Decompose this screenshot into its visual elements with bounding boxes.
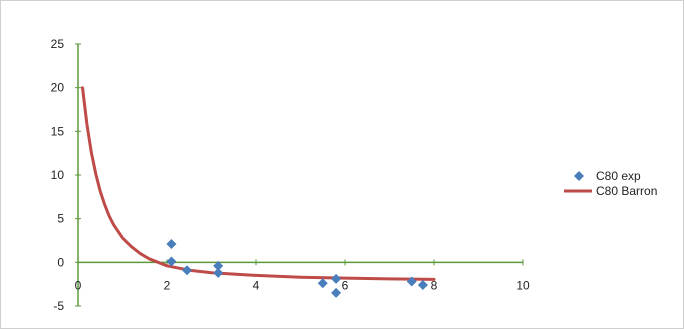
- tick-label-layer: 0 2 4 6 8 10 -5 0 5 10 15 20 25: [51, 37, 530, 313]
- data-point-c80-exp: [213, 267, 224, 278]
- y-tick-label: 10: [51, 168, 65, 182]
- data-point-c80-exp: [331, 273, 342, 284]
- data-point-c80-exp: [317, 278, 328, 289]
- exp-marker-layer: [166, 238, 428, 298]
- y-tick-label: -5: [53, 299, 64, 313]
- data-point-c80-exp: [166, 238, 177, 249]
- barron-line-layer: [81, 86, 436, 281]
- y-tick-label: 20: [51, 81, 65, 95]
- data-point-c80-exp: [213, 260, 224, 271]
- x-tick-label: 0: [75, 278, 82, 292]
- data-point-c80-exp: [406, 276, 417, 287]
- legend-label-exp: C80 exp: [596, 169, 641, 183]
- legend-marker-exp: [574, 171, 584, 181]
- axes: [75, 43, 524, 307]
- data-point-c80-exp: [331, 287, 342, 298]
- y-tick-label: 5: [57, 212, 64, 226]
- x-tick-label: 6: [342, 278, 349, 292]
- y-tick-label: 0: [57, 255, 64, 269]
- legend: C80 exp C80 Barron: [564, 169, 657, 198]
- legend-label-barron: C80 Barron: [596, 184, 657, 198]
- y-tick-label: 15: [51, 124, 65, 138]
- data-point-c80-exp: [182, 265, 193, 276]
- x-tick-label: 4: [253, 278, 260, 292]
- x-tick-label: 8: [431, 278, 438, 292]
- x-tick-label: 2: [164, 278, 171, 292]
- series-line-c80-barron: [81, 86, 436, 281]
- data-point-c80-exp: [417, 280, 428, 291]
- y-tick-label: 25: [51, 37, 65, 51]
- x-tick-label: 10: [516, 278, 530, 292]
- data-point-c80-exp: [166, 256, 177, 267]
